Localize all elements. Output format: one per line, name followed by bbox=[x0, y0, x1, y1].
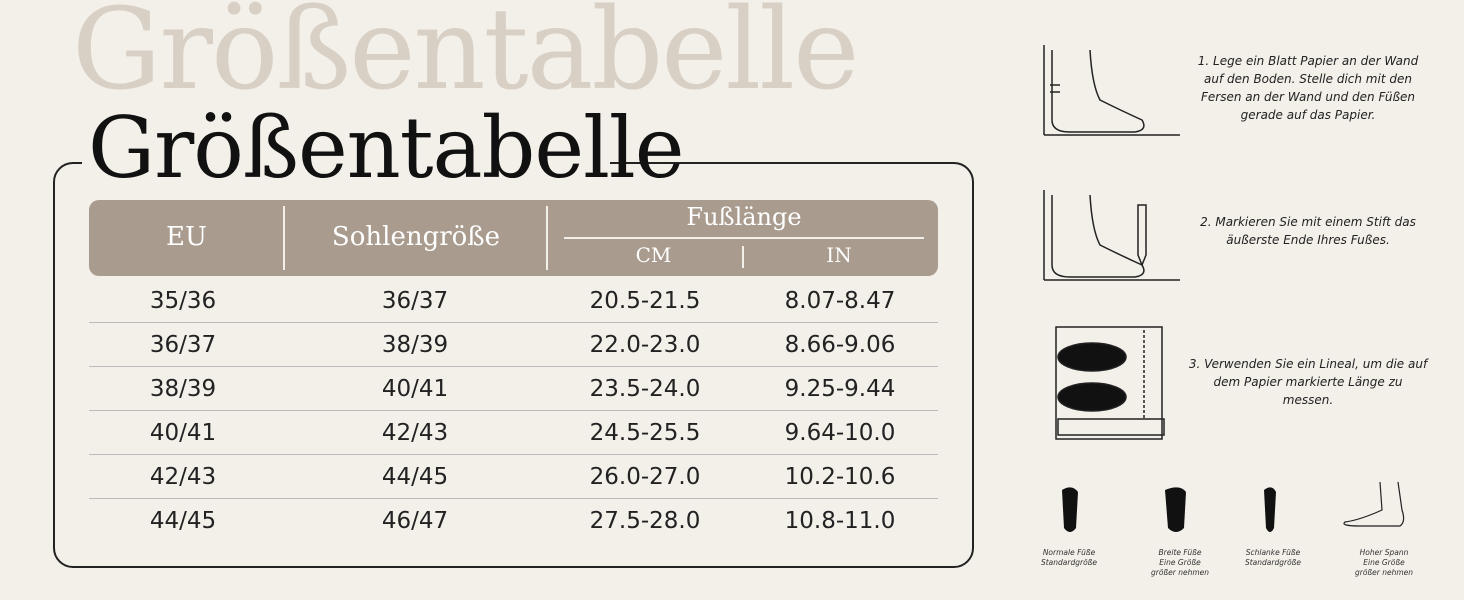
foot-type-caption: Hoher Spann Eine Größe größer nehmen bbox=[1339, 548, 1429, 578]
table-cell: 44/45 bbox=[149, 508, 217, 534]
table-cell: 38/39 bbox=[381, 332, 449, 358]
table-cell: 40/41 bbox=[149, 420, 217, 446]
row-divider bbox=[89, 454, 938, 455]
table-row: 42/43 44/45 26.0-27.0 10.2-10.6 bbox=[89, 456, 938, 500]
foot-type-advice: Standardgröße bbox=[1244, 558, 1302, 567]
row-divider bbox=[89, 410, 938, 411]
table-cell: 46/47 bbox=[381, 508, 449, 534]
foot-type-name: Normale Füße bbox=[1042, 548, 1096, 557]
header-foot-length: Fußlänge bbox=[686, 203, 802, 231]
foot-type-caption: Normale Füße Standardgröße bbox=[1024, 548, 1114, 568]
table-cell: 35/36 bbox=[149, 288, 217, 314]
foot-with-pen-icon bbox=[1043, 190, 1180, 281]
table-cell: 44/45 bbox=[381, 464, 449, 490]
foot-type-advice: Standardgröße bbox=[1040, 558, 1098, 567]
divider bbox=[742, 246, 744, 268]
table-cell: 26.0-27.0 bbox=[589, 464, 701, 490]
table-cell: 9.64-10.0 bbox=[784, 420, 896, 446]
foot-type-name: Schlanke Füße bbox=[1245, 548, 1301, 557]
footprints-ruler-icon bbox=[1055, 326, 1165, 440]
foot-type-name: Breite Füße bbox=[1158, 548, 1202, 557]
table-row: 44/45 46/47 27.5-28.0 10.8-11.0 bbox=[89, 500, 938, 544]
table-cell: 40/41 bbox=[381, 376, 449, 402]
high-arch-foot-icon bbox=[1343, 481, 1405, 527]
divider bbox=[546, 206, 548, 270]
foot-type-icons bbox=[1062, 481, 1405, 532]
step-2-text: 2. Markieren Sie mit einem Stift das äuß… bbox=[1200, 215, 1416, 247]
divider bbox=[564, 237, 924, 239]
foot-type-advice: Eine Größe größer nehmen bbox=[1354, 558, 1414, 577]
foot-type-caption: Breite Füße Eine Größe größer nehmen bbox=[1135, 548, 1225, 578]
row-divider bbox=[89, 498, 938, 499]
table-cell: 42/43 bbox=[149, 464, 217, 490]
row-divider bbox=[89, 366, 938, 367]
frame-gap bbox=[82, 155, 610, 177]
step-1-text: 1. Lege ein Blatt Papier an der Wand auf… bbox=[1197, 54, 1419, 122]
footprint-wide-icon bbox=[1165, 487, 1186, 532]
table-cell: 9.25-9.44 bbox=[784, 376, 896, 402]
step-3-text: 3. Verwenden Sie ein Lineal, um die auf … bbox=[1188, 357, 1428, 407]
table-cell: 10.2-10.6 bbox=[784, 464, 896, 490]
table-cell: 27.5-28.0 bbox=[589, 508, 701, 534]
table-cell: 23.5-24.0 bbox=[589, 376, 701, 402]
footprint-normal-icon bbox=[1062, 487, 1078, 532]
table-cell: 20.5-21.5 bbox=[589, 288, 701, 314]
table-cell: 36/37 bbox=[381, 288, 449, 314]
divider bbox=[283, 206, 285, 270]
foot-type-advice: Eine Größe größer nehmen bbox=[1150, 558, 1210, 577]
header-in: IN bbox=[826, 243, 852, 267]
table-cell: 10.8-11.0 bbox=[784, 508, 896, 534]
header-cm: CM bbox=[635, 243, 672, 267]
table-cell: 36/37 bbox=[149, 332, 217, 358]
foot-against-wall-icon bbox=[1043, 45, 1180, 136]
title-watermark: Größentabelle bbox=[72, 0, 859, 115]
table-cell: 42/43 bbox=[381, 420, 449, 446]
table-row: 38/39 40/41 23.5-24.0 9.25-9.44 bbox=[89, 368, 938, 412]
page-title: Größentabelle bbox=[88, 99, 685, 197]
table-header: EU Sohlengröße Fußlänge CM IN bbox=[89, 200, 938, 276]
foot-type-caption: Schlanke Füße Standardgröße bbox=[1228, 548, 1318, 568]
header-sole: Sohlengröße bbox=[331, 222, 501, 252]
table-row: 36/37 38/39 22.0-23.0 8.66-9.06 bbox=[89, 324, 938, 368]
table-cell: 8.66-9.06 bbox=[784, 332, 896, 358]
table-row: 35/36 36/37 20.5-21.5 8.07-8.47 bbox=[89, 280, 938, 324]
header-eu: EU bbox=[166, 222, 207, 252]
table-row: 40/41 42/43 24.5-25.5 9.64-10.0 bbox=[89, 412, 938, 456]
table-cell: 38/39 bbox=[149, 376, 217, 402]
table-cell: 22.0-23.0 bbox=[589, 332, 701, 358]
foot-type-name: Hoher Spann bbox=[1359, 548, 1409, 557]
table-cell: 24.5-25.5 bbox=[589, 420, 701, 446]
footprint-slim-icon bbox=[1264, 487, 1276, 532]
row-divider bbox=[89, 322, 938, 323]
measurement-illustrations bbox=[1043, 45, 1180, 440]
table-cell: 8.07-8.47 bbox=[784, 288, 896, 314]
